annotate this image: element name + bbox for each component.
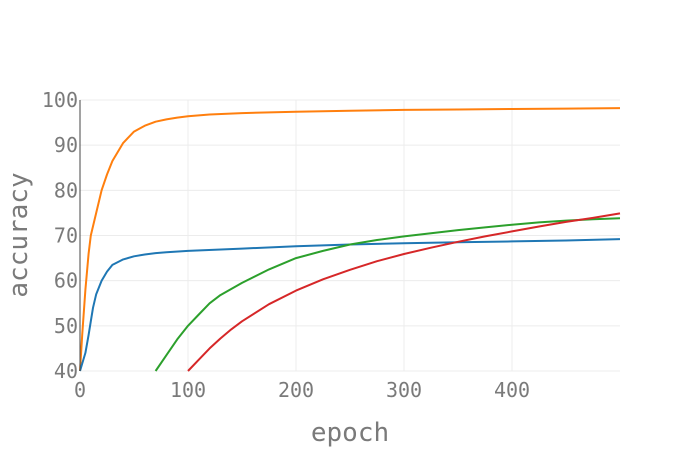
x-tick-label-1: 100: [170, 378, 206, 402]
grid: [80, 99, 620, 372]
y-tick-label-6: 100: [42, 88, 78, 112]
y-tick-label-1: 50: [54, 314, 78, 338]
x-axis-title: epoch: [311, 418, 389, 448]
y-tick-label-2: 60: [54, 269, 78, 293]
x-tick-label-2: 200: [278, 378, 314, 402]
x-tick-label-4: 400: [494, 378, 530, 402]
y-tick-label-0: 40: [54, 359, 78, 383]
series-line-0: [79, 107, 621, 372]
series-line-1: [79, 238, 621, 372]
x-tick-label-0: 0: [74, 378, 86, 402]
series-line-3: [187, 212, 621, 372]
series-line-2: [154, 217, 621, 372]
y-tick-label-4: 80: [54, 178, 78, 202]
y-axis-title: accuracy: [4, 172, 34, 297]
tick-labels: 40 50 60 70 80 90 100 0 100 200 300 400: [42, 88, 530, 402]
y-tick-label-3: 70: [54, 224, 78, 248]
x-tick-label-3: 300: [386, 378, 422, 402]
y-tick-label-5: 90: [54, 133, 78, 157]
plot-area: [79, 107, 621, 372]
